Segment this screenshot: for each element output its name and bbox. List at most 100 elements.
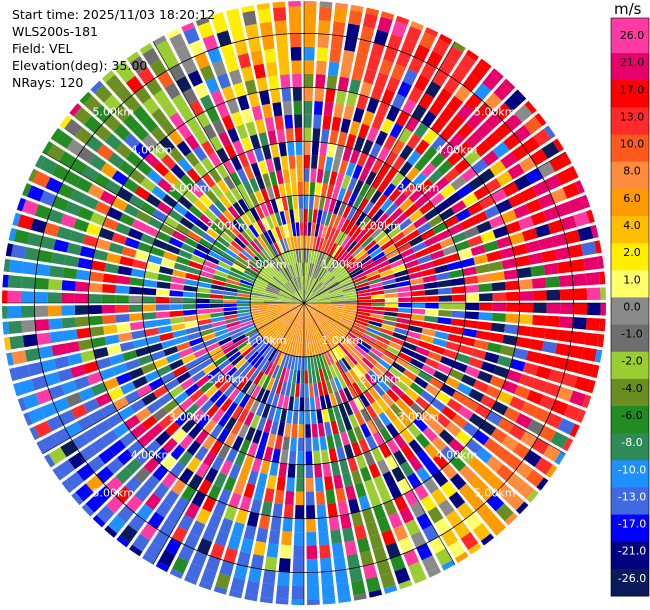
velocity-gate (146, 399, 163, 414)
velocity-gate (308, 277, 315, 291)
velocity-gate (298, 303, 304, 316)
velocity-gate (140, 201, 157, 216)
velocity-gate (369, 247, 383, 259)
velocity-gate (237, 360, 250, 374)
velocity-gate (438, 33, 453, 45)
velocity-gate (232, 435, 244, 451)
velocity-gate (174, 412, 190, 427)
colorbar-tick-label: -8.0 (621, 436, 642, 449)
velocity-gate (264, 488, 275, 503)
velocity-gate (113, 422, 130, 438)
velocity-gate (279, 308, 292, 316)
velocity-gate (285, 382, 292, 397)
velocity-rays (2, 1, 606, 605)
velocity-gate (504, 324, 519, 335)
velocity-gate (324, 275, 336, 286)
velocity-gate (124, 237, 140, 249)
velocity-gate (475, 121, 493, 139)
velocity-gate (241, 276, 255, 284)
velocity-gate (410, 501, 426, 519)
velocity-gate (434, 176, 450, 192)
velocity-gate (96, 466, 114, 484)
velocity-gate (366, 419, 379, 435)
velocity-gate (316, 294, 330, 300)
velocity-gate (278, 306, 292, 312)
velocity-gate (290, 298, 304, 303)
velocity-gate (218, 412, 231, 428)
velocity-gate (568, 196, 586, 213)
velocity-gate (22, 261, 38, 275)
velocity-gate (357, 308, 372, 313)
velocity-gate (474, 404, 491, 419)
velocity-gate (464, 512, 483, 531)
velocity-gate (14, 364, 31, 380)
velocity-gate (341, 283, 356, 291)
velocity-gate (219, 380, 232, 394)
velocity-gate (340, 431, 350, 446)
velocity-gate (267, 283, 281, 291)
velocity-gate (400, 393, 415, 407)
velocity-gate (304, 298, 317, 303)
velocity-gate (98, 447, 116, 465)
velocity-gate (358, 123, 370, 139)
velocity-gate (253, 281, 267, 289)
velocity-gate (393, 524, 409, 542)
velocity-gate (364, 479, 377, 495)
velocity-gate (318, 368, 325, 382)
velocity-gate (131, 219, 148, 232)
velocity-gate (434, 331, 450, 340)
velocity-gate (216, 236, 231, 248)
velocity-gate (346, 553, 361, 569)
velocity-gate (307, 276, 313, 291)
velocity-gate (140, 233, 156, 246)
velocity-gate (330, 34, 344, 50)
velocity-gate (277, 303, 291, 305)
velocity-gate (398, 579, 413, 590)
velocity-gate (398, 413, 413, 428)
velocity-gate (517, 267, 532, 279)
velocity-gate (342, 527, 355, 543)
velocity-gate (347, 384, 358, 399)
velocity-gate (475, 447, 493, 464)
colorbar-tick-label: -2.0 (621, 355, 642, 368)
velocity-gate (74, 305, 89, 315)
velocity-gate (228, 351, 242, 363)
velocity-gate (202, 232, 217, 245)
velocity-gate (171, 526, 188, 544)
velocity-gate (129, 277, 144, 287)
velocity-gate (572, 273, 587, 287)
velocity-gate (504, 113, 523, 132)
velocity-gate (492, 292, 507, 302)
velocity-gate (345, 260, 359, 271)
velocity-gate (599, 318, 606, 332)
velocity-gate (277, 305, 291, 310)
velocity-gate (338, 403, 348, 419)
velocity-gate (202, 362, 217, 375)
velocity-gate (467, 201, 484, 216)
velocity-gate (224, 282, 239, 289)
velocity-gate (48, 278, 63, 291)
velocity-gate (313, 101, 324, 116)
velocity-gate (409, 319, 424, 327)
velocity-gate (329, 290, 343, 296)
velocity-gate (325, 156, 334, 171)
velocity-gate (196, 313, 211, 320)
velocity-gate (117, 332, 133, 343)
velocity-gate (63, 170, 81, 187)
velocity-gate (465, 93, 483, 111)
velocity-gate (404, 203, 419, 218)
velocity-gate (317, 296, 331, 301)
velocity-gate (289, 328, 296, 342)
velocity-gate (195, 243, 211, 255)
velocity-gate (16, 197, 26, 212)
velocity-gate (544, 328, 559, 341)
velocity-gate (155, 304, 170, 311)
velocity-gate (228, 387, 241, 402)
velocity-gate (214, 355, 228, 367)
velocity-gate (432, 470, 449, 488)
velocity-gate (370, 85, 384, 101)
velocity-gate (194, 445, 209, 462)
velocity-gate (356, 288, 371, 295)
velocity-gate (525, 198, 543, 214)
velocity-gate (390, 63, 406, 81)
